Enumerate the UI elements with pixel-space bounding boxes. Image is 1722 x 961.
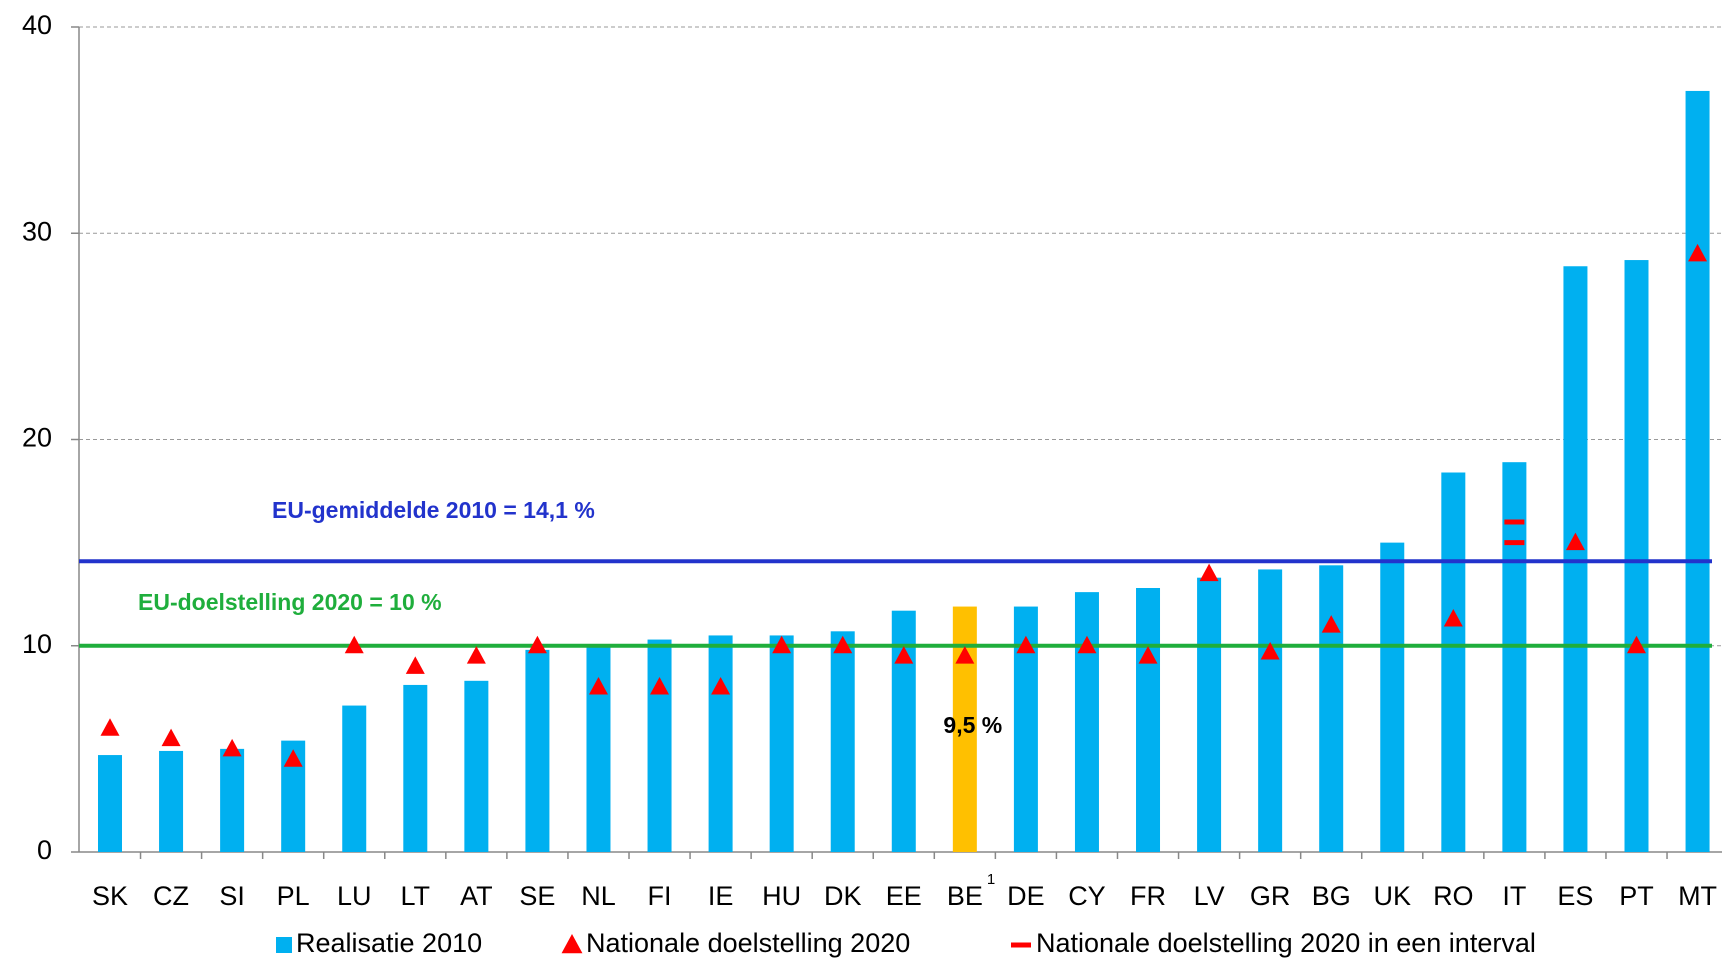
bar: [1258, 569, 1283, 852]
target-marker: [1260, 641, 1280, 660]
x-tick-label: BG: [1312, 881, 1351, 911]
target-marker: [1565, 532, 1585, 551]
x-tick-label: NL: [581, 881, 616, 911]
data-label: 9,5 %: [943, 712, 1002, 738]
x-tick-label: SI: [219, 881, 245, 911]
target-marker: [1688, 243, 1708, 262]
bar: [1685, 90, 1710, 852]
bar: [220, 748, 245, 852]
x-tick-label: PT: [1619, 881, 1654, 911]
x-tick-label: SK: [92, 881, 128, 911]
bar: [1624, 260, 1649, 852]
target-marker: [405, 656, 425, 674]
x-tick-label: DE: [1007, 881, 1045, 911]
x-tick-label: EE: [886, 881, 922, 911]
legend-label: Realisatie 2010: [296, 928, 482, 958]
legend-label: Nationale doelstelling 2020 in een inter…: [1036, 928, 1536, 958]
target-marker: [955, 646, 975, 664]
y-tick-label: 20: [22, 423, 52, 453]
target-marker: [833, 635, 853, 654]
bar: [1319, 565, 1344, 852]
reference-label: EU-gemiddelde 2010 = 14,1 %: [272, 497, 595, 523]
x-tick-label: IE: [708, 881, 734, 911]
bar: [1136, 588, 1161, 852]
x-tick-label: DK: [824, 881, 862, 911]
target-marker: [650, 677, 670, 695]
target-marker: [100, 718, 120, 736]
y-tick-label: 30: [22, 216, 52, 246]
bar: [769, 635, 794, 852]
target-marker: [527, 635, 547, 654]
legend-swatch: [276, 937, 292, 953]
x-tick-label: ES: [1557, 881, 1593, 911]
bar: [98, 755, 122, 852]
target-marker: [283, 749, 303, 767]
interval-marker: [1504, 540, 1525, 546]
bar: [464, 680, 489, 852]
target-marker: [1138, 646, 1158, 664]
x-tick-label: LU: [337, 881, 372, 911]
target-marker: [1016, 635, 1036, 654]
x-tick-label: GR: [1250, 881, 1291, 911]
target-marker: [466, 646, 486, 664]
x-tick-label: MT: [1678, 881, 1717, 911]
bar: [708, 635, 733, 852]
legend-swatch: [561, 934, 583, 954]
y-tick-label: 0: [37, 835, 52, 865]
legend-label: Nationale doelstelling 2020: [586, 928, 910, 958]
reference-label: EU-doelstelling 2020 = 10 %: [138, 589, 442, 615]
target-marker: [1077, 635, 1097, 654]
target-marker: [1321, 615, 1341, 633]
bar: [830, 631, 855, 852]
x-tick-label: CZ: [153, 881, 189, 911]
interval-marker: [1504, 519, 1525, 525]
legend-swatch: [1011, 942, 1031, 948]
bar: [1380, 542, 1405, 852]
bar: [1197, 577, 1222, 852]
y-tick-label: 40: [22, 10, 52, 40]
target-marker: [894, 646, 914, 664]
target-marker: [161, 728, 181, 747]
x-tick-label: FI: [648, 881, 672, 911]
x-tick-label: RO: [1433, 881, 1474, 911]
target-marker: [588, 677, 608, 695]
target-marker: [344, 635, 364, 654]
x-tick-label: CY: [1068, 881, 1106, 911]
x-tick-label: SE: [519, 881, 555, 911]
bar: [342, 705, 367, 852]
target-marker: [1627, 635, 1646, 654]
x-tick-label: IT: [1502, 881, 1526, 911]
x-tick-label: LT: [401, 881, 431, 911]
target-marker: [222, 738, 242, 757]
bar: [586, 645, 611, 852]
x-tick-label: BE: [947, 881, 983, 911]
x-tick-label: LV: [1194, 881, 1225, 911]
target-marker: [1199, 563, 1219, 582]
bar: [1502, 462, 1527, 852]
bar: [1074, 592, 1099, 852]
target-marker: [711, 677, 731, 695]
bar: [1563, 266, 1588, 852]
x-tick-label: UK: [1374, 881, 1412, 911]
y-tick-label: 10: [22, 629, 52, 659]
bar: [525, 649, 550, 852]
footnote-marker: 1: [987, 871, 995, 888]
target-marker: [1443, 608, 1463, 627]
bar: [159, 750, 184, 852]
x-tick-label: FR: [1130, 881, 1166, 911]
x-tick-label: HU: [762, 881, 801, 911]
bar: [647, 639, 672, 852]
x-tick-label: AT: [460, 881, 493, 911]
x-tick-label: PL: [277, 881, 310, 911]
bar: [1441, 472, 1466, 852]
target-marker: [772, 635, 792, 654]
bar: [403, 684, 428, 852]
